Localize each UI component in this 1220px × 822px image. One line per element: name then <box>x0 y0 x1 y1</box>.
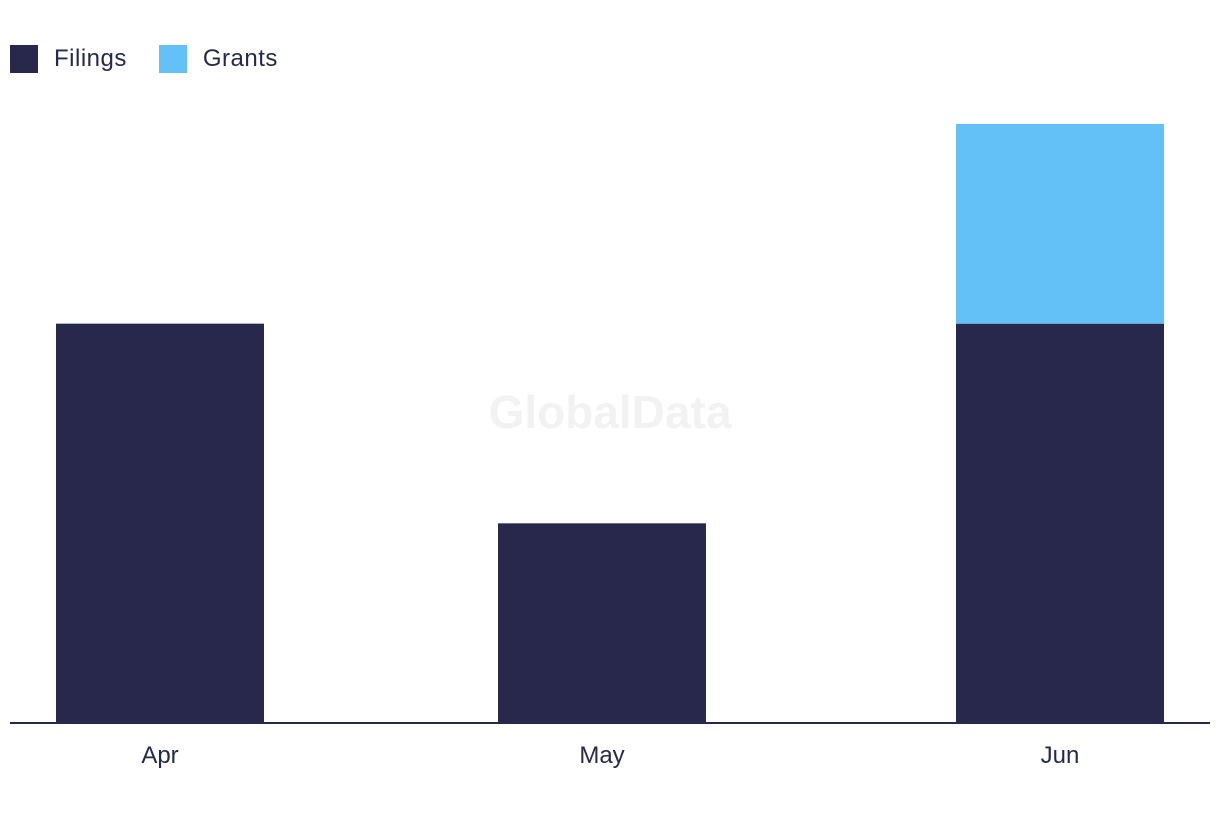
legend-swatch-filings <box>10 45 38 73</box>
legend-label-grants: Grants <box>202 45 278 72</box>
bar-jun-filings <box>956 323 1164 723</box>
bar-may-filings <box>498 523 706 723</box>
watermark: GlobalData <box>489 386 732 438</box>
x-tick-label-jun: Jun <box>1041 742 1080 769</box>
legend-swatch-grants <box>158 45 187 73</box>
legend-item-grants: Grants <box>158 45 278 73</box>
bar-apr-filings <box>56 323 264 723</box>
x-tick-label-may: May <box>579 742 624 769</box>
legend-label-filings: Filings <box>54 45 127 72</box>
legend-item-filings: Filings <box>10 45 127 73</box>
chart-legend: Filings Grants <box>10 44 310 74</box>
bars-group <box>56 124 1164 723</box>
x-tick-label-apr: Apr <box>141 742 178 769</box>
x-axis-ticks: Apr May Jun <box>141 742 1079 769</box>
bar-jun-grants <box>956 124 1164 324</box>
